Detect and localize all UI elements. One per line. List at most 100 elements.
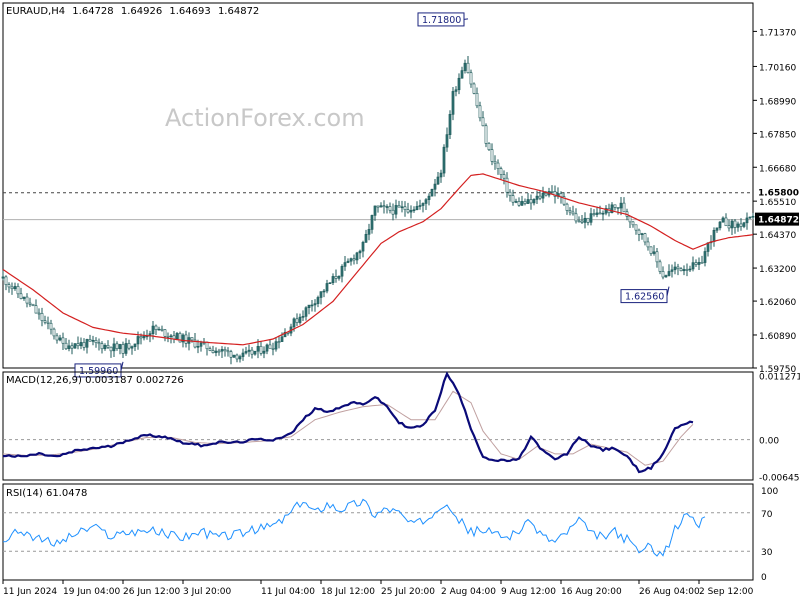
candle-body	[262, 350, 266, 354]
candle-body	[253, 350, 257, 355]
candle-body	[661, 271, 665, 278]
candle-bar	[508, 189, 512, 202]
candle-body	[496, 162, 500, 169]
candle-body	[37, 312, 41, 315]
candle-body	[577, 220, 581, 223]
time-tick-label: 19 Jun 04:00	[63, 587, 120, 597]
candle-body	[541, 192, 545, 199]
candle-bar	[16, 283, 20, 299]
candle-body	[151, 325, 155, 334]
candle-bar	[586, 217, 590, 226]
candle-bar	[64, 338, 68, 351]
candle-bar	[229, 349, 233, 365]
annotation-leader	[120, 361, 124, 371]
price-tick-label: 1.59750	[759, 365, 796, 375]
candle-bar	[79, 337, 83, 350]
candle-body	[466, 62, 470, 74]
candle-body	[712, 229, 716, 242]
candle-bar	[376, 205, 380, 213]
candle-body	[139, 336, 143, 339]
candle-bar	[364, 229, 368, 243]
candle-body	[346, 260, 350, 263]
candle-body	[220, 349, 224, 352]
candle-bar	[472, 82, 476, 95]
candle-body	[520, 201, 524, 206]
candle-body	[358, 250, 362, 254]
candle-body	[649, 246, 653, 254]
candle-body	[196, 346, 200, 348]
candle-bar	[223, 346, 227, 357]
candle-body	[109, 346, 113, 352]
candle-bar	[583, 212, 587, 229]
candle-bar	[649, 246, 653, 256]
candle-body	[49, 323, 53, 330]
candle-body	[475, 93, 479, 107]
annotation-box	[417, 12, 465, 27]
candle-bar	[640, 232, 644, 240]
annotation-leader	[666, 286, 670, 297]
candle-bar	[91, 335, 95, 346]
candle-body	[697, 262, 701, 265]
candle-body	[241, 352, 245, 357]
candle-bar	[706, 242, 710, 257]
candle-body	[142, 335, 146, 339]
candle-bar	[271, 342, 275, 356]
time-tick-label: 2 Sep 12:00	[699, 587, 754, 597]
candle-body	[736, 223, 740, 228]
candle-body	[43, 320, 47, 323]
candle-bar	[496, 159, 500, 175]
candle-bar	[106, 340, 110, 350]
candle-body	[64, 342, 68, 350]
candle-bar	[22, 296, 26, 301]
candle-body	[751, 215, 755, 218]
candle-body	[376, 205, 380, 208]
candle-bar	[391, 203, 395, 221]
candle-body	[118, 344, 122, 350]
candle-body	[349, 258, 353, 262]
candle-body	[337, 275, 341, 279]
candle-bar	[367, 223, 371, 241]
time-tick-label: 26 Aug 04:00	[639, 587, 700, 597]
candle-body	[460, 70, 464, 79]
candle-bar	[574, 208, 578, 224]
candle-bar	[361, 240, 365, 258]
annotation-label: 1.71800	[422, 15, 461, 26]
candle-body	[106, 345, 110, 348]
candle-body	[160, 328, 164, 331]
candle-bar	[637, 228, 641, 242]
candle-bar	[715, 227, 719, 233]
candle-body	[424, 199, 428, 204]
candle-bar	[193, 333, 197, 349]
candle-body	[367, 229, 371, 235]
candle-body	[628, 216, 632, 223]
candle-body	[1, 276, 5, 279]
candle-body	[373, 205, 377, 216]
candle-bar	[331, 273, 335, 285]
candle-body	[598, 212, 602, 215]
candle-body	[169, 335, 173, 338]
candle-body	[166, 336, 170, 338]
candle-body	[748, 216, 752, 219]
candle-bar	[58, 334, 62, 342]
candle-bar	[241, 348, 245, 361]
candle-bar	[130, 345, 134, 355]
candle-body	[85, 339, 89, 348]
candle-body	[325, 283, 329, 292]
annotation-label: 1.62560	[625, 292, 664, 303]
candle-body	[232, 354, 236, 358]
candle-bar	[613, 204, 617, 211]
candle-bar	[232, 354, 236, 358]
candle-body	[676, 266, 680, 270]
candle-bar	[397, 200, 401, 208]
candle-body	[328, 282, 332, 285]
candle-bar	[301, 310, 305, 321]
candle-bar	[622, 197, 626, 213]
candle-body	[178, 333, 182, 343]
candle-bar	[31, 303, 35, 307]
candle-body	[310, 304, 314, 307]
candle-body	[40, 313, 44, 321]
candle-body	[112, 343, 116, 352]
candle-body	[124, 343, 128, 354]
candle-body	[421, 203, 425, 206]
